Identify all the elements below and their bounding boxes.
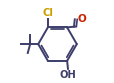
Text: Cl: Cl	[42, 8, 53, 18]
Text: O: O	[77, 14, 86, 24]
Text: OH: OH	[59, 70, 76, 80]
